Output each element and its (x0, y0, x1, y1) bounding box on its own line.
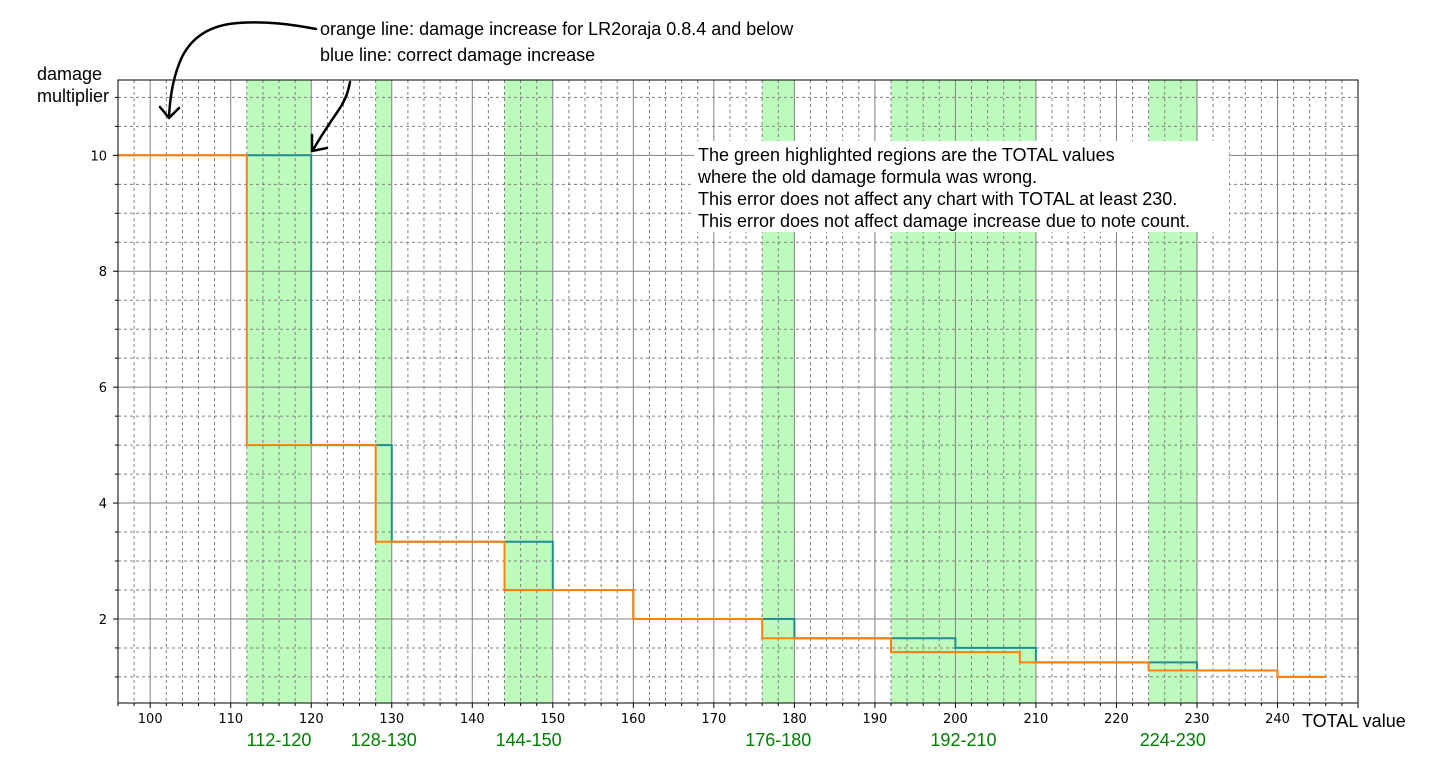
x-tick-label: 240 (1265, 712, 1290, 727)
region-label: 224-230 (1140, 730, 1206, 750)
x-tick-label: 230 (1185, 712, 1210, 727)
x-axis-title: TOTAL value (1302, 711, 1406, 731)
region-labels: 112-120 128-130 144-150 176-180 192-210 224-2… (247, 730, 1206, 750)
y-axis-ticks: 2 4 6 8 10 (90, 96, 118, 678)
y-tick-label: 4 (99, 497, 107, 512)
orange-note-arrow (167, 21, 318, 119)
x-tick-label: 210 (1024, 712, 1049, 727)
note-line-3: This error does not affect any chart wit… (698, 189, 1177, 209)
region-label: 128-130 (351, 730, 417, 750)
data-series (118, 154, 1326, 678)
x-tick-label: 170 (701, 712, 726, 727)
note-line-2: where the old damage formula was wrong. (697, 167, 1037, 187)
x-tick-label: 140 (460, 712, 485, 727)
x-axis-ticks: 100 110 120 130 140 150 160 170 180 190 200 210 220 2… (117, 703, 1359, 727)
highlight-region (375, 80, 392, 703)
y-tick-label: 6 (99, 381, 107, 396)
hand-drawn-arrow-icon (158, 21, 352, 153)
orange-note-arrowhead (158, 105, 181, 120)
x-tick-label: 200 (943, 712, 968, 727)
x-tick-label: 220 (1104, 712, 1129, 727)
note-line-1: The green highlighted regions are the TO… (698, 145, 1115, 165)
old-damage-line (118, 154, 1326, 678)
x-tick-label: 180 (782, 712, 807, 727)
region-label: 192-210 (930, 730, 996, 750)
blue-line-note: blue line: correct damage increase (320, 45, 595, 65)
x-tick-label: 120 (299, 712, 324, 727)
x-tick-label: 150 (540, 712, 565, 727)
y-axis-title-line: damage (37, 64, 102, 84)
highlight-region (504, 80, 553, 703)
note-line-4: This error does not affect damage increa… (698, 211, 1190, 231)
x-tick-label: 130 (379, 712, 404, 727)
region-label: 144-150 (496, 730, 562, 750)
explanation-note: The green highlighted regions are the TO… (694, 141, 1229, 232)
x-tick-label: 110 (218, 712, 243, 727)
blue-note-arrowhead (310, 133, 329, 153)
y-tick-label: 2 (99, 613, 107, 628)
region-label: 112-120 (247, 730, 312, 750)
x-tick-label: 160 (621, 712, 646, 727)
blue-note-arrow (311, 80, 352, 152)
y-axis-title: damage multiplier (37, 64, 109, 106)
y-tick-label: 10 (90, 149, 107, 164)
region-label: 176-180 (745, 730, 811, 750)
orange-line-note: orange line: damage increase for LR2oraj… (320, 19, 794, 39)
x-tick-label: 100 (138, 712, 163, 727)
plot-frame (117, 79, 1359, 704)
y-tick-label: 8 (99, 265, 107, 280)
y-axis-title-line: multiplier (37, 86, 109, 106)
note-background (694, 141, 1229, 232)
x-tick-label: 190 (862, 712, 887, 727)
